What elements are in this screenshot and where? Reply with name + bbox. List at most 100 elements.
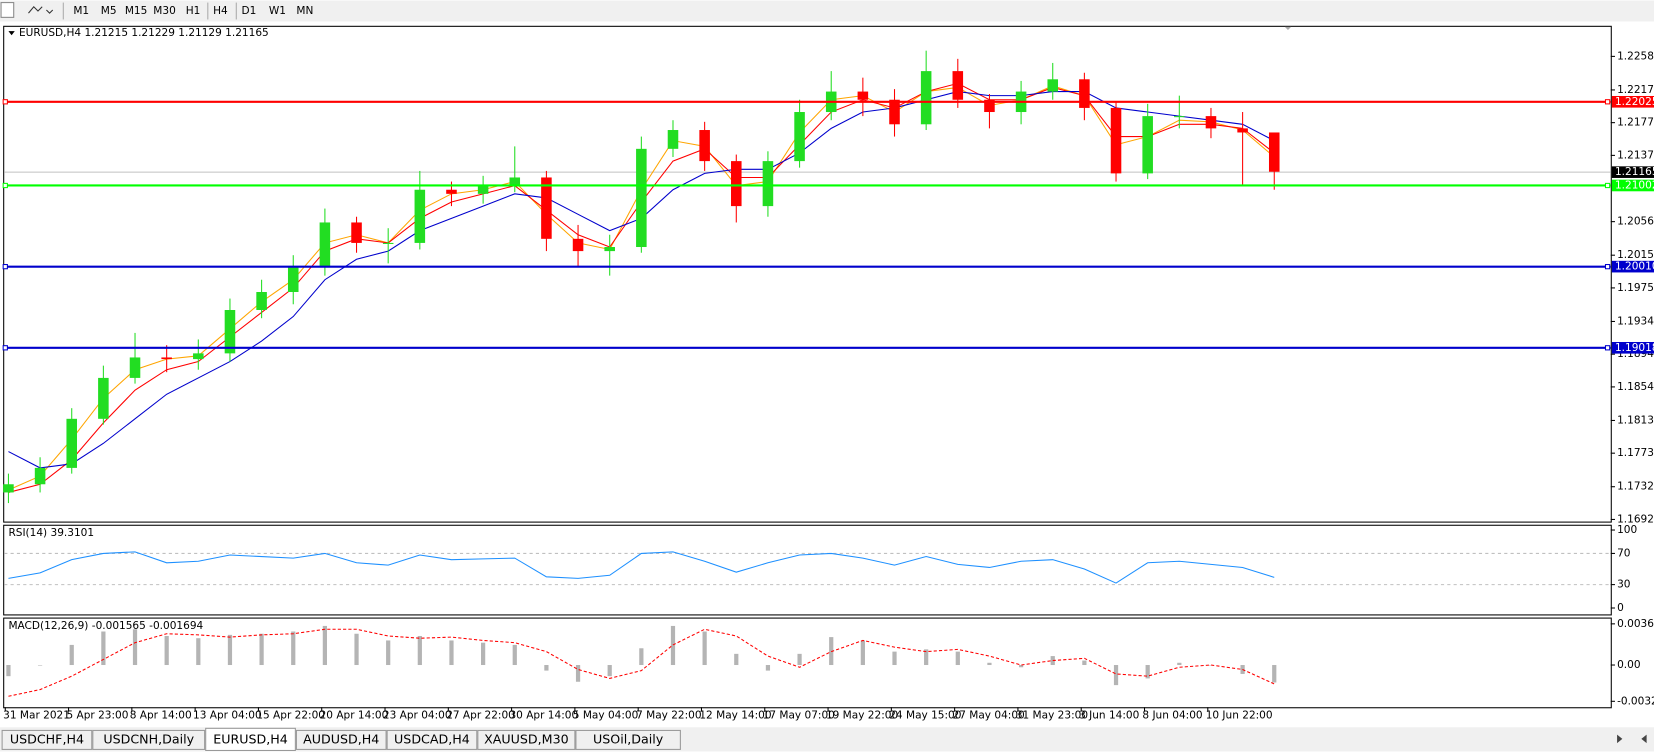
y-tick-label: 1.16920 — [1617, 513, 1654, 525]
timeframe-button[interactable]: M15 — [125, 5, 148, 17]
macd-bar — [481, 642, 486, 666]
level-label-box — [1611, 341, 1654, 354]
candle-body — [699, 130, 710, 162]
tab[interactable] — [1, 729, 93, 750]
tab[interactable] — [386, 729, 478, 750]
x-tick-label: 3 Jun 14:00 — [1079, 710, 1139, 722]
level-label: 1.21002 — [1615, 179, 1654, 191]
y-tick-label: 1.18130 — [1617, 414, 1654, 426]
macd-bar — [6, 665, 11, 677]
y-tick-label: 0.00 — [1617, 659, 1640, 671]
tab-label[interactable]: USDCNH,Daily — [103, 731, 194, 746]
y-tick-label: 1.17320 — [1617, 481, 1654, 493]
macd-bar — [670, 625, 676, 666]
y-tick-label: 1.19750 — [1617, 282, 1654, 294]
y-tick-label: 1.20560 — [1617, 216, 1654, 228]
macd-bar — [164, 635, 169, 666]
macd-bar — [924, 649, 929, 666]
tab-label[interactable]: USDCHF,H4 — [10, 731, 84, 746]
macd-bar — [860, 640, 865, 666]
candle-body — [1268, 132, 1280, 172]
level-handle[interactable] — [2, 345, 8, 351]
candle-body — [984, 99, 995, 113]
tab[interactable] — [205, 727, 296, 751]
y-tick-label: 0.003686 — [1617, 618, 1654, 630]
macd-bar — [1272, 665, 1277, 683]
level-label: 1.19018 — [1615, 342, 1654, 354]
x-tick-label: 8 Jun 04:00 — [1142, 710, 1202, 722]
macd-bar — [544, 665, 549, 671]
timeframe-button[interactable]: D1 — [242, 5, 257, 17]
tab-label[interactable]: USDCAD,H4 — [394, 731, 470, 746]
level-handle[interactable] — [1604, 182, 1611, 189]
chart-title: EURUSD,H4 1.21215 1.21229 1.21129 1.2116… — [19, 27, 269, 39]
shift-marker — [1284, 26, 1292, 31]
current-price-label: 1.21165 — [1615, 166, 1654, 178]
candle-body — [794, 112, 805, 162]
candle-body — [129, 357, 141, 378]
macd-bar — [1208, 665, 1214, 666]
x-tick-label: 12 May 14:00 — [699, 710, 771, 722]
macd-bar — [1177, 662, 1182, 666]
candle-body — [604, 247, 615, 252]
collapse-arrow[interactable] — [8, 31, 15, 36]
tab[interactable] — [575, 729, 681, 750]
x-tick-label: 24 May 15:00 — [889, 710, 961, 722]
macd-bar — [354, 633, 359, 666]
tab[interactable] — [477, 729, 576, 750]
toolbar — [0, 0, 1654, 22]
tab[interactable] — [295, 729, 387, 750]
timeframe-button[interactable]: M5 — [101, 5, 117, 17]
macd-bar — [734, 653, 739, 666]
x-tick-label: 5 May 04:00 — [573, 710, 639, 722]
price-pane — [3, 25, 1612, 523]
timeframe-button[interactable]: H1 — [186, 5, 201, 17]
level-handle[interactable] — [2, 182, 8, 189]
macd-bar — [892, 651, 897, 666]
macd-bar — [702, 631, 707, 666]
candle-body — [636, 148, 647, 248]
macd-bar — [607, 665, 612, 677]
timeframe-button[interactable]: W1 — [269, 5, 286, 17]
tab-label[interactable]: AUDUSD,H4 — [303, 731, 379, 746]
y-tick-label: 1.21370 — [1617, 149, 1654, 161]
macd-bar — [259, 633, 264, 666]
macd-bar — [512, 644, 517, 666]
level-handle[interactable] — [1604, 264, 1611, 270]
tool-icon[interactable] — [0, 2, 15, 18]
candle-body — [446, 189, 457, 194]
candle-body — [3, 484, 14, 493]
macd-title: MACD(12,26,9) -0.001565 -0.001694 — [8, 620, 203, 632]
timeframe-button[interactable]: MN — [296, 5, 313, 17]
level-handle[interactable] — [1604, 99, 1611, 105]
x-tick-label: 20 Apr 14:00 — [320, 710, 389, 722]
level-label: 1.20010 — [1615, 261, 1654, 273]
draw-tool-icon[interactable] — [28, 6, 54, 14]
x-tick-label: 7 May 22:00 — [636, 710, 702, 722]
tab-label[interactable]: USOil,Daily — [593, 731, 664, 746]
tab-label[interactable]: EURUSD,H4 — [213, 731, 288, 746]
current-price-box — [1611, 166, 1654, 178]
timeframe-button[interactable]: H4 — [213, 5, 228, 17]
timeframe-button[interactable]: M1 — [73, 5, 89, 17]
macd-bar — [1113, 665, 1119, 686]
level-handle[interactable] — [2, 264, 8, 270]
candle-body — [920, 71, 932, 125]
candle-body — [509, 177, 521, 186]
tab-label[interactable]: XAUUSD,M30 — [484, 731, 569, 746]
candle-body — [541, 177, 552, 239]
macd-bar — [797, 653, 802, 666]
x-tick-label: 31 Mar 2021 — [3, 710, 70, 722]
tab[interactable] — [92, 729, 206, 750]
level-label: 1.22025 — [1615, 96, 1654, 108]
y-tick-label: 1.18540 — [1617, 381, 1654, 393]
level-handle[interactable] — [2, 99, 8, 105]
y-tick-label: 70 — [1617, 547, 1630, 559]
candle-body — [762, 161, 774, 207]
level-handle[interactable] — [1604, 345, 1611, 351]
timeframe-button[interactable]: M30 — [153, 5, 176, 17]
candle-body — [287, 267, 299, 293]
candle-body — [351, 222, 362, 243]
